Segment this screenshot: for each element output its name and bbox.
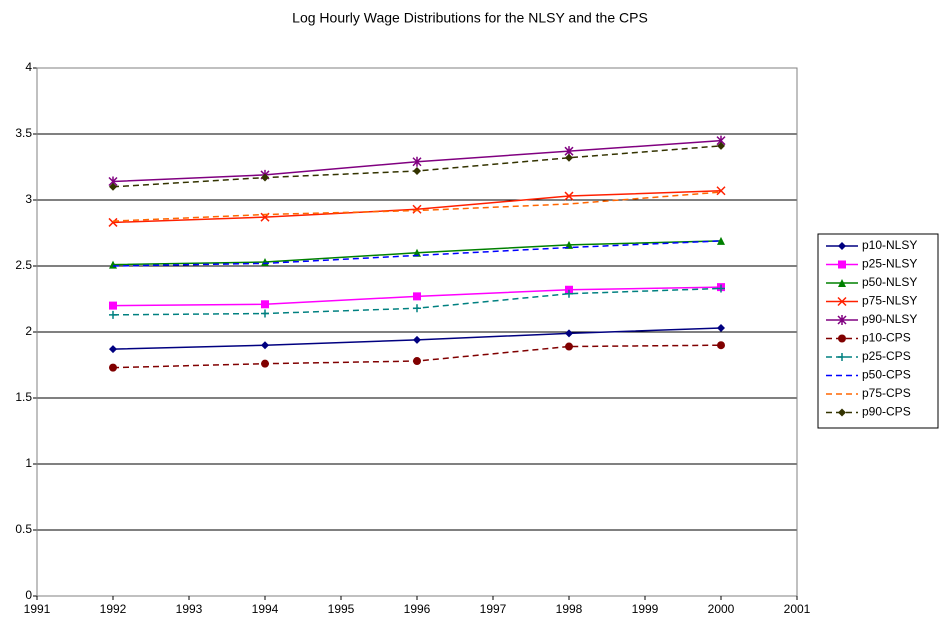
marker	[838, 334, 846, 343]
x-tick-label: 1999	[632, 602, 659, 616]
marker	[413, 304, 421, 313]
x-tick-label: 2000	[708, 602, 735, 616]
legend-label: p10-CPS	[862, 331, 911, 345]
chart-title: Log Hourly Wage Distributions for the NL…	[292, 10, 648, 26]
x-tick-label: 1992	[100, 602, 127, 616]
legend-label: p75-CPS	[862, 386, 911, 400]
y-tick-label: 4	[25, 60, 32, 74]
marker	[413, 335, 421, 344]
marker	[109, 301, 117, 310]
marker	[565, 329, 573, 338]
x-tick-label: 1993	[176, 602, 203, 616]
marker	[109, 363, 117, 372]
marker	[109, 345, 117, 354]
marker	[837, 315, 847, 325]
legend-label: p90-CPS	[862, 405, 911, 419]
marker	[261, 359, 269, 368]
marker	[838, 408, 846, 417]
y-tick-label: 1	[25, 456, 32, 470]
marker	[413, 166, 421, 175]
marker	[261, 309, 269, 318]
marker	[261, 173, 269, 182]
marker	[565, 153, 573, 162]
x-tick-label: 1997	[480, 602, 507, 616]
marker	[564, 191, 574, 201]
marker	[717, 141, 725, 150]
legend-label: p75-NLSY	[862, 294, 917, 308]
legend-label: p90-NLSY	[862, 312, 917, 326]
marker	[717, 284, 725, 293]
legend-label: p25-NLSY	[862, 257, 917, 271]
y-tick-label: 3.5	[15, 126, 32, 140]
marker	[565, 342, 573, 351]
marker	[717, 236, 725, 245]
y-tick-label: 2	[25, 324, 32, 338]
marker	[413, 357, 421, 366]
marker	[109, 310, 117, 319]
marker	[108, 217, 118, 227]
marker	[412, 156, 422, 167]
legend-label: p50-NLSY	[862, 275, 917, 289]
y-tick-label: 0.5	[15, 522, 32, 536]
series-line	[112, 240, 722, 267]
legend-label: p50-CPS	[862, 368, 911, 382]
marker	[717, 324, 725, 333]
y-tick-label: 1.5	[15, 390, 32, 404]
x-tick-label: 2001	[784, 602, 811, 616]
series-line	[112, 191, 722, 222]
marker	[412, 204, 422, 214]
marker	[261, 300, 269, 309]
x-tick-label: 1998	[556, 602, 583, 616]
x-tick-label: 1991	[24, 602, 51, 616]
x-tick-label: 1995	[328, 602, 355, 616]
marker	[838, 353, 846, 361]
y-tick-label: 2.5	[15, 258, 32, 272]
marker	[838, 279, 846, 287]
marker	[109, 182, 117, 191]
marker	[838, 260, 846, 269]
marker	[716, 186, 726, 196]
y-tick-label: 3	[25, 192, 32, 206]
marker	[838, 242, 846, 250]
y-tick-label: 0	[25, 588, 32, 602]
legend-label: p10-NLSY	[862, 238, 917, 252]
x-tick-label: 1996	[404, 602, 431, 616]
marker	[413, 292, 421, 301]
marker	[565, 289, 573, 298]
x-tick-label: 1994	[252, 602, 279, 616]
marker	[717, 341, 725, 350]
marker	[837, 296, 847, 307]
legend-label: p25-CPS	[862, 349, 911, 363]
marker	[261, 341, 269, 350]
